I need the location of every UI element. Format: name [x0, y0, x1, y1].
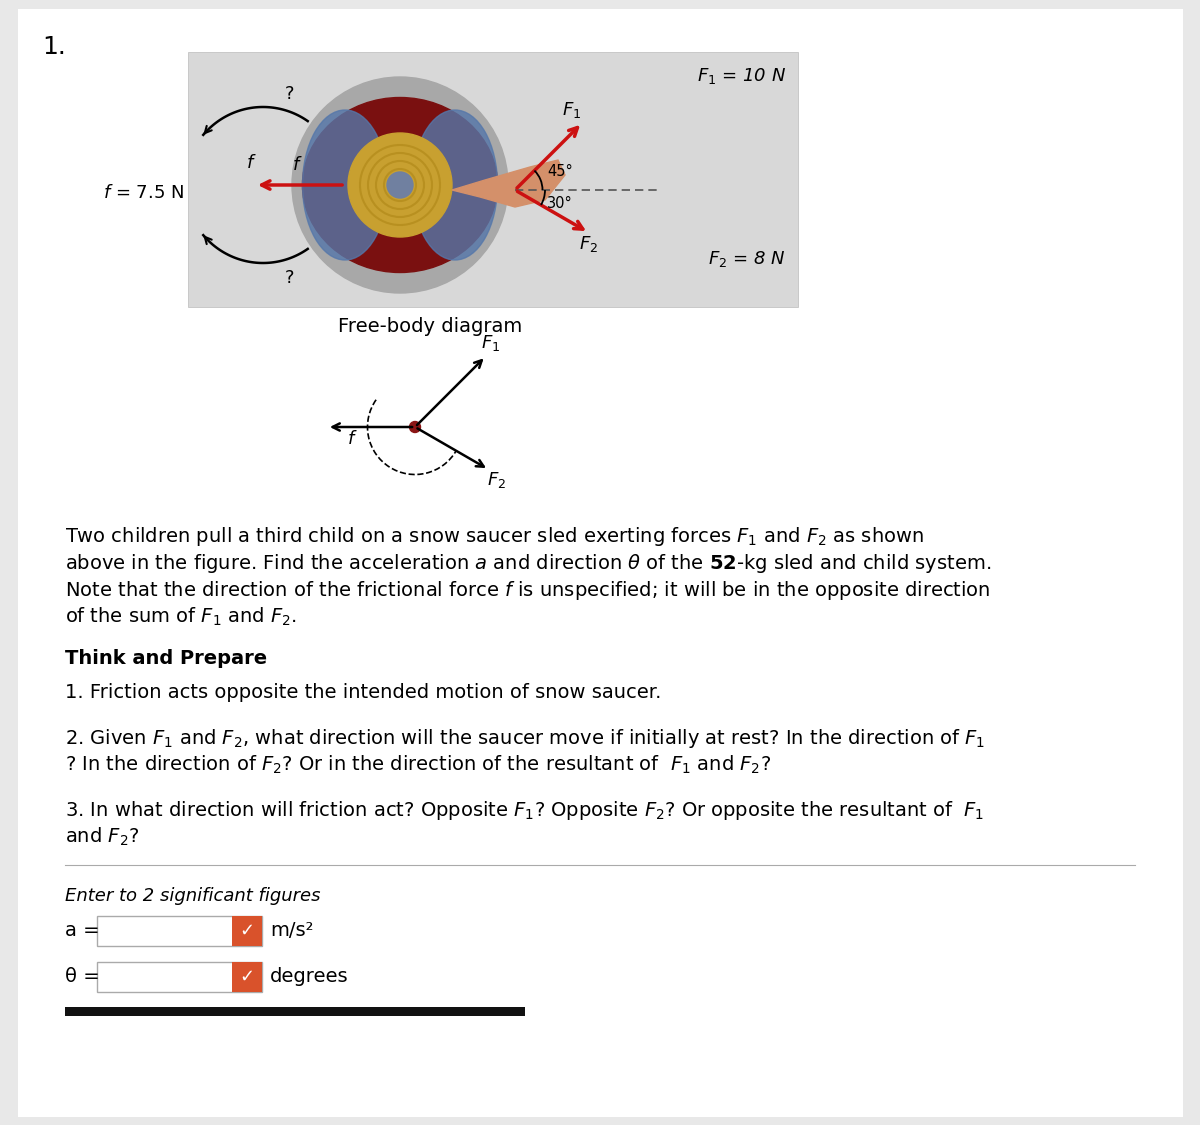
- Ellipse shape: [302, 110, 388, 260]
- Text: Enter to 2 significant figures: Enter to 2 significant figures: [65, 886, 320, 904]
- Text: θ =: θ =: [65, 968, 100, 987]
- Bar: [188, 52, 798, 307]
- Text: 30°: 30°: [547, 196, 572, 212]
- Text: $F_2$: $F_2$: [487, 469, 505, 489]
- Text: ✓: ✓: [240, 922, 254, 940]
- Circle shape: [386, 172, 413, 198]
- Circle shape: [348, 133, 452, 237]
- Text: $F_1$ = 10 N: $F_1$ = 10 N: [697, 66, 786, 86]
- Text: degrees: degrees: [270, 968, 349, 987]
- Text: $F_2$ = 8 N: $F_2$ = 8 N: [708, 249, 786, 269]
- Text: 1. Friction acts opposite the intended motion of snow saucer.: 1. Friction acts opposite the intended m…: [65, 683, 661, 702]
- Bar: [65, 1007, 526, 1016]
- Text: Free-body diagram: Free-body diagram: [338, 317, 522, 336]
- Text: $F_1$: $F_1$: [481, 333, 500, 353]
- Text: Two children pull a third child on a snow saucer sled exerting forces $\mathit{F: Two children pull a third child on a sno…: [65, 525, 924, 548]
- Text: $f$: $f$: [347, 430, 358, 448]
- Text: $f$: $f$: [292, 156, 302, 174]
- Bar: [232, 962, 262, 992]
- Circle shape: [292, 76, 508, 292]
- Text: 2. Given $\mathit{F}_1$ and $\mathit{F}_2$, what direction will the saucer move : 2. Given $\mathit{F}_1$ and $\mathit{F}_…: [65, 727, 985, 750]
- FancyBboxPatch shape: [97, 916, 262, 946]
- Text: ?: ?: [286, 269, 294, 287]
- Text: 3. In what direction will friction act? Opposite $\mathit{F}_1$? Opposite $\math: 3. In what direction will friction act? …: [65, 799, 984, 822]
- Bar: [232, 916, 262, 946]
- Ellipse shape: [302, 98, 498, 272]
- Polygon shape: [452, 160, 565, 207]
- Text: 1.: 1.: [42, 35, 66, 58]
- Text: ? In the direction of $\mathit{F}_2$? Or in the direction of the resultant of  $: ? In the direction of $\mathit{F}_2$? Or…: [65, 754, 772, 776]
- Text: and $\mathit{F}_2$?: and $\mathit{F}_2$?: [65, 826, 139, 848]
- Text: m/s²: m/s²: [270, 921, 313, 940]
- Text: of the sum of $\mathit{F}_1$ and $\mathit{F}_2$.: of the sum of $\mathit{F}_1$ and $\mathi…: [65, 606, 298, 628]
- Text: $f$ = 7.5 N: $f$ = 7.5 N: [103, 184, 184, 202]
- Text: ✓: ✓: [240, 968, 254, 986]
- Text: $F_1$: $F_1$: [562, 100, 582, 120]
- Ellipse shape: [413, 110, 498, 260]
- Text: $f$: $f$: [246, 154, 257, 172]
- Text: ?: ?: [286, 86, 294, 104]
- Circle shape: [409, 422, 420, 432]
- Text: a =: a =: [65, 921, 100, 940]
- Text: above in the figure. Find the acceleration $\mathit{a}$ and direction $\theta$ o: above in the figure. Find the accelerati…: [65, 552, 991, 575]
- Text: Note that the direction of the frictional force $\mathit{f}$ is unspecified; it : Note that the direction of the frictiona…: [65, 579, 990, 602]
- Text: Think and Prepare: Think and Prepare: [65, 649, 268, 668]
- Text: $F_2$: $F_2$: [578, 234, 598, 253]
- FancyBboxPatch shape: [97, 962, 262, 992]
- Text: 45°: 45°: [547, 164, 572, 179]
